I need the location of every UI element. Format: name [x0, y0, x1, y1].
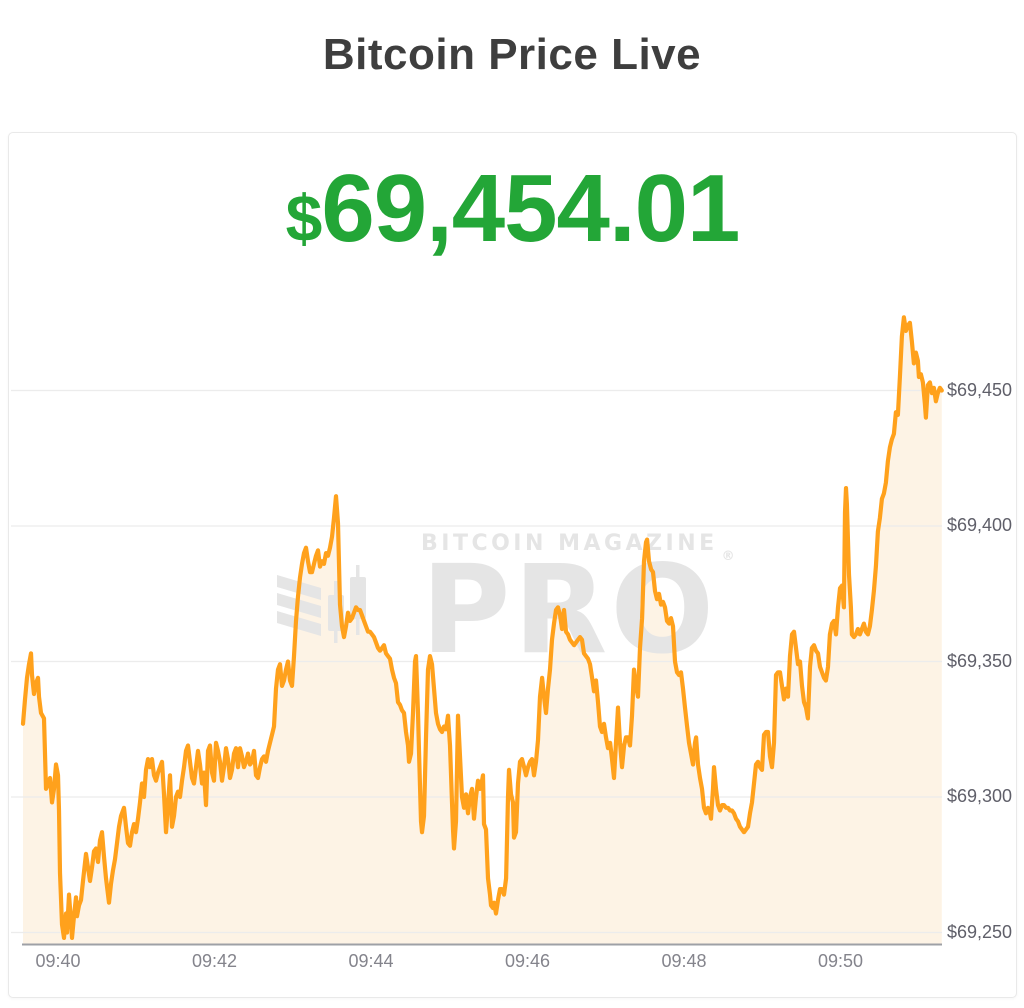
x-axis-label: 09:40 [35, 951, 81, 971]
x-axis-label: 09:50 [817, 951, 864, 971]
y-axis-label: $69,300 [947, 786, 1013, 806]
y-axis-label: $69,450 [947, 379, 1013, 400]
x-axis-label: 09:44 [348, 951, 394, 971]
x-axis-label: 09:42 [191, 951, 238, 971]
x-axis-label: 09:46 [504, 951, 551, 971]
page-title: Bitcoin Price Live [322, 30, 702, 79]
registered-mark: ® [721, 549, 735, 564]
price-amount: 69,454.01 [321, 155, 740, 262]
price-line [20, 315, 944, 940]
watermark-brand: BITCOIN MAGAZINE® [421, 531, 735, 564]
currency-symbol: $ [285, 181, 323, 255]
y-axis-label: $69,250 [947, 921, 1013, 942]
x-axis-label: 09:48 [661, 951, 707, 971]
chart-card: $69,454.01 BITCOIN MAGAZINE® [8, 132, 1017, 998]
price-chart[interactable] [9, 133, 1016, 997]
y-axis-label: $69,350 [947, 650, 1013, 671]
live-price: $69,454.01 [9, 161, 1016, 257]
y-axis-label: $69,400 [947, 515, 1013, 535]
